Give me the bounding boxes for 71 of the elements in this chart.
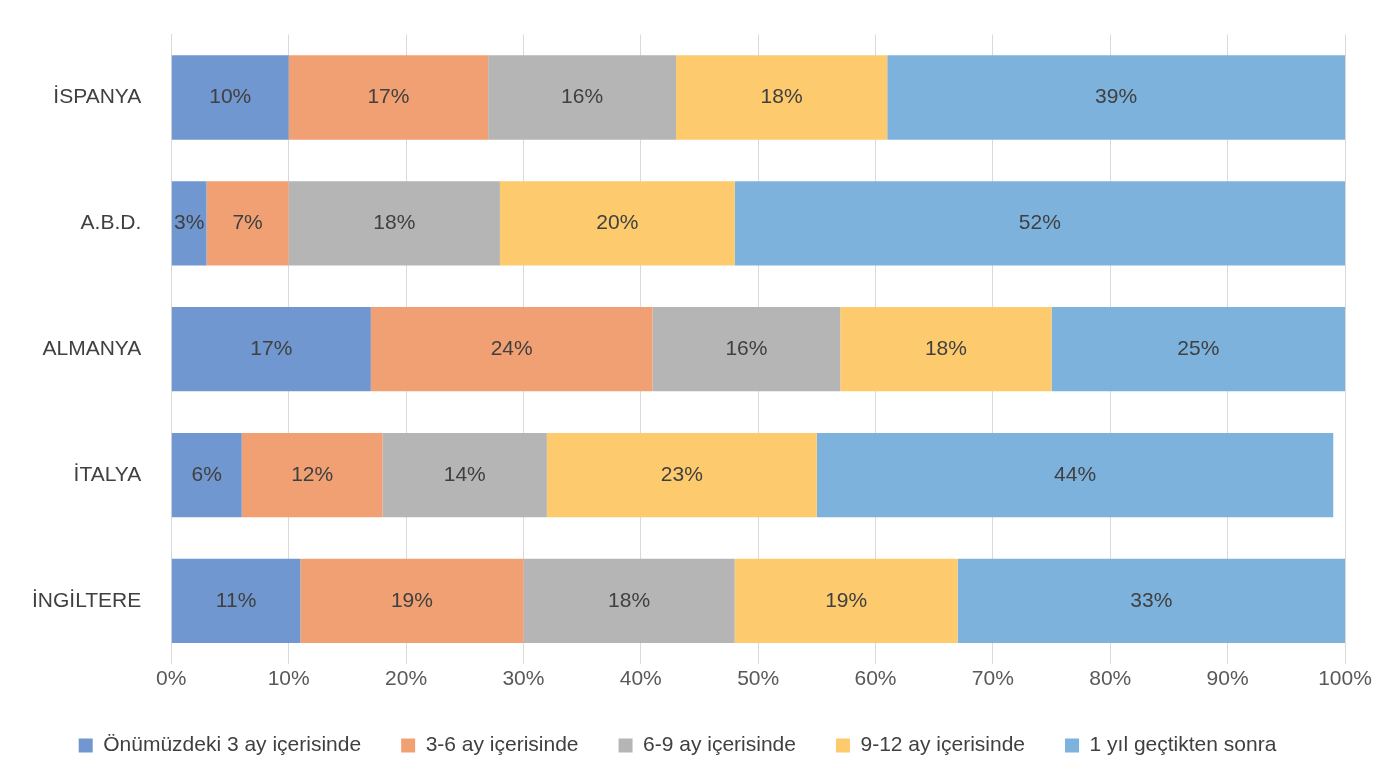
y-tick-label: İNGİLTERE (32, 587, 142, 611)
data-label: 18% (924, 336, 967, 359)
bar (840, 307, 1052, 392)
bar (206, 181, 289, 266)
data-label: 33% (1130, 587, 1173, 611)
bar (370, 307, 653, 392)
bar (241, 432, 383, 518)
legend-label: 9-12 ay içerisinde (860, 732, 1026, 756)
data-label: 19% (390, 587, 433, 611)
x-tick-label: 100% (1318, 666, 1372, 690)
bar (382, 432, 547, 518)
bar (171, 55, 289, 140)
data-label: 23% (660, 461, 703, 485)
bar (734, 181, 1345, 266)
bar (300, 558, 524, 644)
x-tick-label: 30% (502, 666, 545, 690)
data-label: 25% (1177, 336, 1220, 359)
bar (288, 55, 489, 140)
y-tick-label: İTALYA (73, 461, 142, 485)
bar (675, 55, 888, 140)
legend-label: 3-6 ay içerisinde (425, 732, 579, 756)
x-tick-label: 80% (1089, 666, 1132, 690)
bar (171, 307, 371, 392)
x-tick-label: 60% (854, 666, 897, 690)
bar (499, 181, 735, 266)
bar (1051, 307, 1345, 392)
bar (887, 55, 1345, 140)
bar (523, 558, 735, 644)
x-tick-label: 90% (1206, 666, 1249, 690)
x-tick-label: 0% (156, 666, 187, 690)
bar (171, 181, 207, 266)
data-label: 17% (250, 336, 293, 359)
legend-label: 6-9 ay içerisinde (643, 732, 796, 756)
legend-label: 1 yıl geçtikten sonra (1089, 732, 1277, 756)
data-label: 14% (443, 461, 486, 485)
bar (546, 432, 817, 518)
data-label: 18% (373, 210, 416, 234)
data-label: 19% (825, 587, 868, 611)
data-label: 6% (191, 461, 222, 485)
y-tick-label: ALMANYA (42, 336, 142, 359)
data-label: 17% (367, 84, 410, 108)
y-tick-label: A.B.D. (80, 210, 142, 234)
data-label: 44% (1054, 461, 1097, 485)
bar (734, 558, 958, 644)
data-label: 39% (1095, 84, 1138, 108)
data-label: 3% (173, 210, 205, 234)
bar (171, 558, 301, 644)
data-label: 18% (608, 587, 651, 611)
x-tick-label: 50% (737, 666, 780, 690)
bar (288, 181, 500, 266)
data-label: 16% (725, 336, 768, 359)
data-label: 20% (596, 210, 639, 234)
data-label: 12% (291, 461, 334, 485)
x-tick-label: 20% (385, 666, 428, 690)
data-label: 52% (1018, 210, 1061, 234)
legend-label: Önümüzdeki 3 ay içerisinde (103, 732, 362, 756)
data-label: 7% (232, 210, 263, 234)
x-tick-label: 40% (619, 666, 662, 690)
data-label: 24% (490, 336, 533, 359)
x-tick-label: 70% (971, 666, 1014, 690)
bar (957, 558, 1345, 644)
bar (171, 432, 242, 518)
data-label: 18% (760, 84, 803, 108)
y-tick-label: İSPANYA (53, 84, 142, 108)
bar (488, 55, 676, 140)
data-label: 10% (209, 84, 252, 108)
data-label: 11% (215, 587, 257, 611)
bar (816, 432, 1334, 518)
x-tick-label: 10% (267, 666, 310, 690)
data-label: 16% (561, 84, 604, 108)
bar (652, 307, 841, 392)
